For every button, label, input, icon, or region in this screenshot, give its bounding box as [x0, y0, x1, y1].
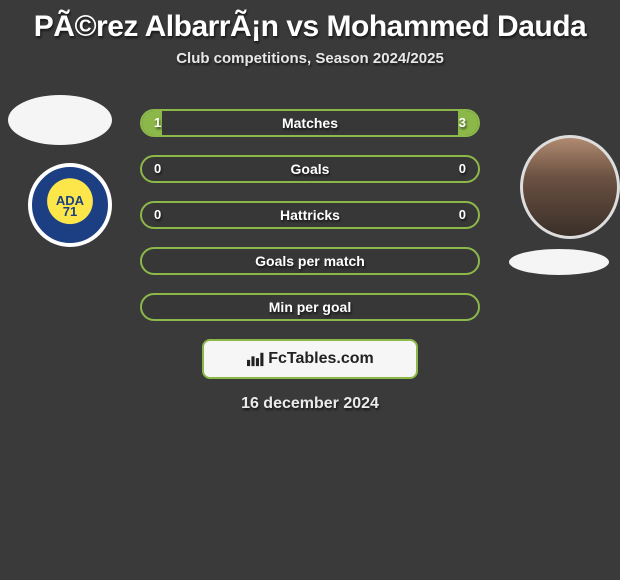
stat-label: Goals: [142, 157, 478, 181]
stat-bar-row: Goals per match: [140, 247, 480, 275]
club-badge-text: ADA 71: [32, 195, 108, 217]
club-badge-line2: 71: [63, 204, 77, 219]
stat-bar-row: 00Goals: [140, 155, 480, 183]
stat-label: Hattricks: [142, 203, 478, 227]
stat-bar-row: 13Matches: [140, 109, 480, 137]
stat-bars: 13Matches 00Goals 00Hattricks Goals per mat…: [140, 85, 480, 321]
bar-chart-icon: [246, 351, 264, 367]
player-right-club-badge: [509, 249, 609, 275]
stat-label: Matches: [142, 111, 478, 135]
source-logo-text: FcTables.com: [268, 350, 374, 368]
stat-bar-row: 00Hattricks: [140, 201, 480, 229]
date-label: 16 december 2024: [0, 395, 620, 413]
comparison-panel: ADA 71 13Matches 00Goals 00Hattricks Goals …: [0, 85, 620, 413]
subtitle: Club competitions, Season 2024/2025: [0, 50, 620, 85]
player-left-club-badge: ADA 71: [28, 163, 112, 247]
player-left-avatar: [8, 95, 112, 145]
source-logo-box: FcTables.com: [202, 339, 418, 379]
stat-label: Goals per match: [142, 249, 478, 273]
page-title: PÃ©rez AlbarrÃ¡n vs Mohammed Dauda: [0, 0, 620, 50]
stat-bar-row: Min per goal: [140, 293, 480, 321]
player-right-avatar: [520, 135, 620, 239]
stat-label: Min per goal: [142, 295, 478, 319]
